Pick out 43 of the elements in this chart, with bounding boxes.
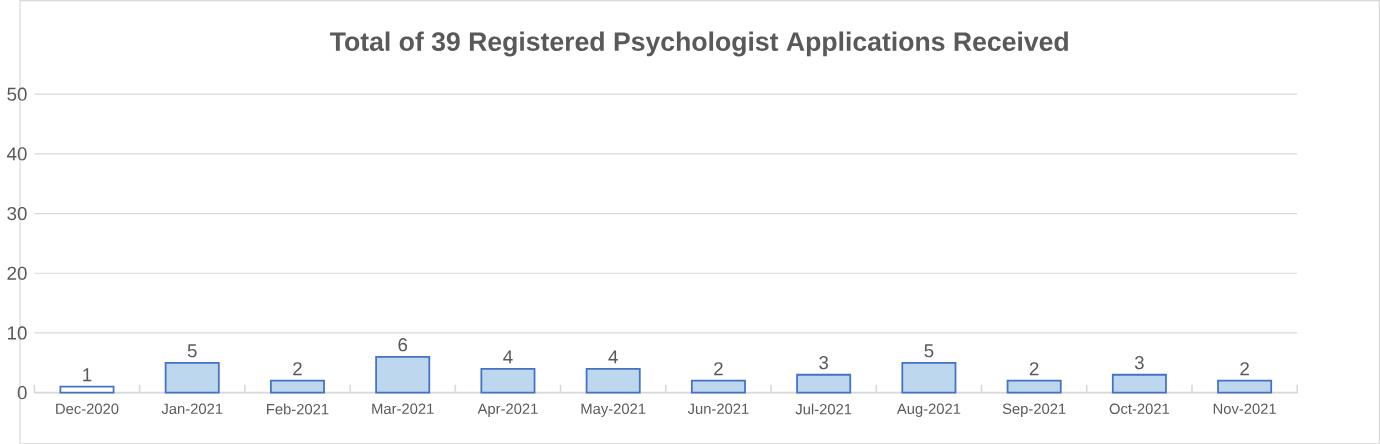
x-tick-label: Jul-2021 (795, 403, 852, 415)
bar (375, 355, 431, 394)
data-label: 5 (924, 344, 934, 358)
data-label: 2 (714, 361, 723, 375)
bar (1217, 379, 1273, 394)
data-label: 1 (83, 368, 92, 381)
x-tick-label: Jan-2021 (161, 403, 223, 414)
x-tick-label: Mar-2021 (372, 403, 434, 414)
data-label: 2 (1029, 361, 1039, 375)
y-tick-label: 10 (8, 326, 27, 340)
x-tick-label: Feb-2021 (267, 403, 329, 415)
x-tick-label: Jun-2021 (687, 403, 749, 414)
x-tick-label: Sep-2021 (1002, 403, 1066, 417)
y-tick-label: 0 (17, 385, 27, 400)
bar (164, 361, 220, 394)
x-tick-label: Oct-2021 (1109, 403, 1170, 414)
data-label: 4 (503, 350, 513, 364)
x-tick-label: Apr-2021 (477, 403, 538, 417)
chart-title: Total of 39 Registered Psychologist Applications Received (330, 31, 1068, 57)
y-tick-label: 50 (7, 87, 27, 101)
bar (585, 367, 641, 394)
bar (1006, 379, 1062, 394)
y-tick-label: 40 (7, 147, 27, 161)
data-label: 6 (398, 337, 408, 352)
bar (269, 379, 325, 394)
y-tick-label: 20 (7, 266, 27, 280)
x-tick-label: May-2021 (581, 403, 646, 417)
bar (796, 373, 852, 394)
data-label: 3 (819, 355, 829, 370)
data-label: 3 (1134, 355, 1144, 370)
x-tick-label: Aug-2021 (896, 403, 961, 417)
bar (59, 385, 115, 394)
bar (901, 361, 957, 394)
bar (690, 379, 746, 394)
bar (480, 367, 536, 394)
data-label: 2 (293, 361, 302, 375)
data-label: 4 (608, 350, 618, 364)
data-label: 5 (187, 344, 197, 358)
x-tick-label: Dec-2020 (56, 403, 119, 414)
data-label: 2 (1240, 361, 1249, 375)
bar (1111, 373, 1167, 394)
y-tick-label: 30 (7, 206, 27, 220)
x-tick-label: Nov-2021 (1213, 403, 1276, 414)
